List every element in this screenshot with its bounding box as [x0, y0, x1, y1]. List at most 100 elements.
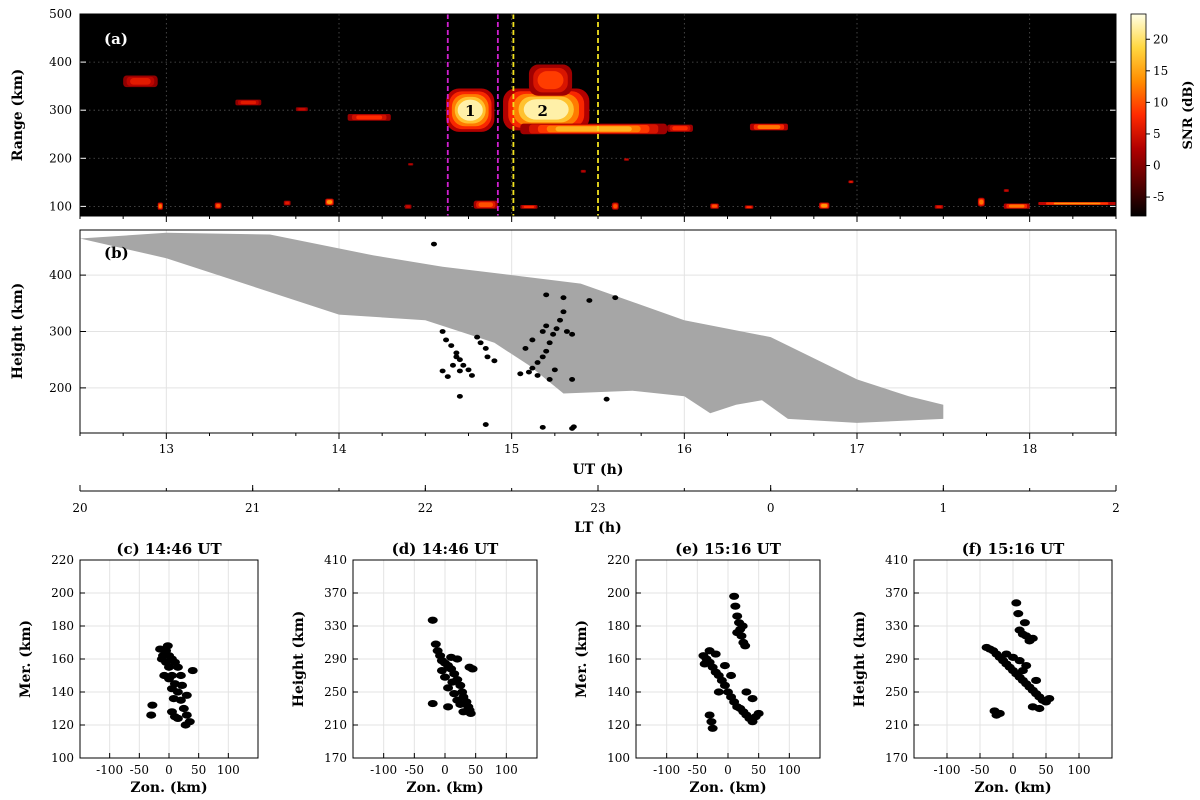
panel-b-point — [453, 350, 460, 356]
panel-e-point — [713, 688, 724, 696]
panel-e-xtick-label: 50 — [751, 763, 766, 777]
panel-e-ylabel: Mer. (km) — [574, 620, 590, 698]
panel-d-ytick-label: 410 — [324, 553, 347, 567]
colorbar-tick-label: -5 — [1153, 190, 1165, 204]
panel-c-point — [155, 645, 166, 653]
panel-b-point — [569, 377, 576, 382]
panel-a-echo — [711, 204, 718, 208]
colorbar-tick-label: 10 — [1153, 95, 1168, 109]
panel-b-point — [456, 368, 463, 374]
panel-b-point — [439, 368, 446, 374]
panel-c-point — [178, 704, 189, 713]
panel-b-point — [468, 373, 475, 378]
panel-c: 100 120 140 160 180 200 220 -100 -50 0 50 100 (c) 14… — [18, 540, 259, 796]
panel-e-ytick-label: 200 — [607, 586, 630, 600]
panel-a-echo — [1008, 204, 1025, 208]
panel-c-ytick-label: 180 — [51, 619, 74, 633]
panel-b-point — [539, 329, 546, 334]
panel-e-title: (e) 15:16 UT — [675, 540, 782, 558]
panel-f-point — [1027, 634, 1038, 642]
panel-c-xlabel: Zon. (km) — [130, 780, 207, 796]
panel-b-point — [570, 424, 577, 430]
panel-f-point — [1014, 657, 1025, 665]
panel-e-point — [729, 592, 740, 600]
panel-f-point — [1031, 676, 1042, 685]
lt-axis: 20 21 22 23 0 1 2 LT (h) — [72, 485, 1120, 536]
lt-axis-tick-label: 1 — [940, 501, 948, 515]
panel-c-point — [147, 701, 158, 709]
panel-d-title: (d) 14:46 UT — [392, 540, 499, 558]
panel-b-point — [529, 365, 536, 371]
panel-a-echo — [457, 99, 483, 121]
panel-b-label: (b) — [104, 244, 129, 262]
panel-b-point — [477, 340, 484, 346]
panel-c-xtick-label: -50 — [130, 763, 149, 777]
panel-d-ytick-label: 330 — [324, 619, 347, 633]
lt-axis-tick-label: 20 — [72, 501, 87, 515]
panel-b-point — [491, 358, 498, 364]
panel-e-ytick-label: 220 — [607, 553, 630, 567]
panel-e-point — [730, 602, 741, 610]
panel-c-ytick-label: 200 — [51, 586, 74, 600]
panel-b-ytick-label: 200 — [49, 381, 72, 395]
panel-b-point — [553, 326, 560, 332]
panel-a-echo — [216, 203, 221, 208]
panel-a-echo — [757, 125, 781, 129]
panel-d-point — [443, 684, 454, 692]
panel-d-point — [443, 703, 454, 711]
panel-c-point — [166, 708, 177, 716]
colorbar-tick-label: 20 — [1153, 32, 1168, 46]
panel-c-point — [187, 666, 198, 675]
panel-b-frame — [79, 229, 1117, 434]
panel-a-echo — [326, 200, 333, 204]
panel-d-point — [449, 670, 460, 678]
panel-b-point — [603, 396, 610, 402]
panel-b-point — [444, 374, 451, 380]
panel-a-ytick-label: 400 — [49, 55, 72, 69]
panel-c-point — [166, 685, 177, 693]
panel-c-point — [181, 711, 192, 719]
panel-d-point — [440, 673, 450, 681]
panel-d-ytick-label: 170 — [324, 751, 347, 765]
lt-axis-tick-label: 23 — [590, 501, 605, 515]
panel-f-point — [1019, 619, 1030, 627]
panel-f-title: (f) 15:16 UT — [962, 540, 1065, 558]
panel-a-echo — [537, 71, 564, 90]
panel-b-point — [557, 317, 564, 323]
panel-c-ytick-label: 120 — [51, 718, 74, 732]
panel-b-point — [550, 331, 557, 337]
panel-c-xtick-label: -100 — [96, 763, 123, 777]
panel-b-xtick-label: 18 — [1022, 442, 1037, 456]
panel-f-ytick-label: 210 — [885, 718, 908, 732]
panel-a-label: (a) — [104, 30, 128, 48]
panel-b-point — [543, 348, 550, 354]
colorbar-gradient — [1130, 13, 1147, 217]
panel-c-xtick-label: 100 — [217, 763, 240, 777]
panel-a-echo — [821, 203, 828, 208]
lt-axis-tick-label: 2 — [1112, 501, 1120, 515]
panel-b-point — [534, 360, 541, 365]
panel-c-ytick-label: 140 — [51, 685, 74, 699]
panel-b-point — [569, 331, 576, 337]
panel-e-point — [707, 724, 718, 732]
panel-a-echo — [1004, 189, 1008, 192]
panel-c-point — [168, 695, 179, 703]
panel-e-point — [737, 622, 748, 630]
lt-axis-tick-label: 22 — [418, 501, 433, 515]
panel-a-echo — [555, 126, 632, 132]
panel-c-point — [181, 691, 192, 699]
panel-e-ytick-label: 100 — [607, 751, 630, 765]
panel-f-xlabel: Zon. (km) — [974, 780, 1051, 796]
panel-b-point — [563, 329, 570, 334]
panel-d-xtick-label: -50 — [405, 763, 424, 777]
panel-c-point — [180, 721, 191, 729]
panel-d-point — [430, 640, 441, 648]
panel-a-echo — [285, 201, 290, 205]
panel-c-ytick-label: 160 — [51, 652, 74, 666]
panel-e-point — [719, 681, 730, 690]
panel-f-ytick-label: 330 — [885, 619, 908, 633]
panel-b-xlabel: UT (h) — [573, 462, 624, 478]
panel-b-xtick-label: 14 — [331, 442, 347, 456]
